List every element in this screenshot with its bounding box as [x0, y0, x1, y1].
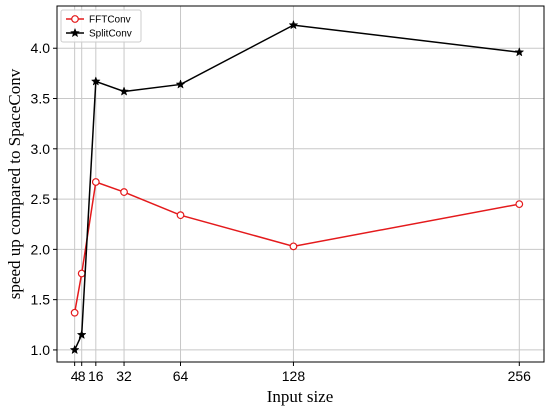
- legend-item-fftconv: FFTConv: [66, 15, 131, 26]
- x-axis-title: Input size: [267, 387, 334, 406]
- data-point-splitconv: [288, 19, 299, 30]
- data-point-fftconv: [515, 200, 524, 209]
- x-tick-label: 16: [88, 368, 104, 384]
- axis-ticks: 4 8 16 32 64 128 256 1.0 1.5 2.0 2.5 3.0 3.5 4.0: [31, 40, 532, 384]
- y-tick-label: 3.5: [31, 91, 51, 107]
- series-fftconv: [70, 178, 524, 317]
- y-tick-label: 2.5: [31, 191, 51, 207]
- data-point-splitconv: [76, 329, 87, 340]
- y-tick-label: 2.0: [31, 241, 51, 257]
- y-tick-label: 4.0: [31, 40, 51, 56]
- legend-marker: [71, 15, 79, 23]
- x-tick-label: 8: [78, 368, 86, 384]
- data-point-fftconv: [70, 308, 79, 317]
- plot-area: [56, 5, 545, 363]
- legend: FFTConv SplitConv: [60, 9, 142, 43]
- data-point-fftconv: [91, 178, 100, 186]
- data-point-splitconv: [90, 76, 101, 86]
- data-point-fftconv: [176, 211, 185, 220]
- x-tick-label: 128: [282, 368, 306, 384]
- y-tick-label: 1.0: [31, 342, 51, 358]
- legend-item-splitconv: SplitConv: [66, 27, 132, 40]
- series-line-splitconv: [73, 24, 520, 351]
- legend-label: SplitConv: [89, 29, 132, 40]
- data-point-fftconv: [77, 269, 86, 278]
- series-layer: [69, 19, 525, 355]
- legend-box: [60, 9, 142, 43]
- data-point-splitconv: [69, 344, 80, 355]
- x-tick-label: 4: [71, 368, 79, 384]
- data-point-splitconv: [514, 47, 525, 57]
- data-point-fftconv: [120, 188, 128, 196]
- x-tick-label: 32: [116, 368, 132, 384]
- legend-label: FFTConv: [89, 15, 131, 26]
- data-point-splitconv: [119, 86, 130, 96]
- y-tick-label: 3.0: [31, 141, 51, 157]
- y-axis-title: speed up compared to SpaceConv: [5, 68, 24, 299]
- y-tick-label: 1.5: [31, 292, 51, 308]
- x-tick-label: 64: [173, 368, 189, 384]
- x-tick-label: 256: [508, 368, 532, 384]
- data-point-fftconv: [289, 242, 298, 251]
- grid-lines: [57, 6, 544, 362]
- data-point-splitconv: [175, 79, 186, 89]
- legend-marker: [70, 27, 80, 38]
- series-splitconv: [69, 19, 525, 355]
